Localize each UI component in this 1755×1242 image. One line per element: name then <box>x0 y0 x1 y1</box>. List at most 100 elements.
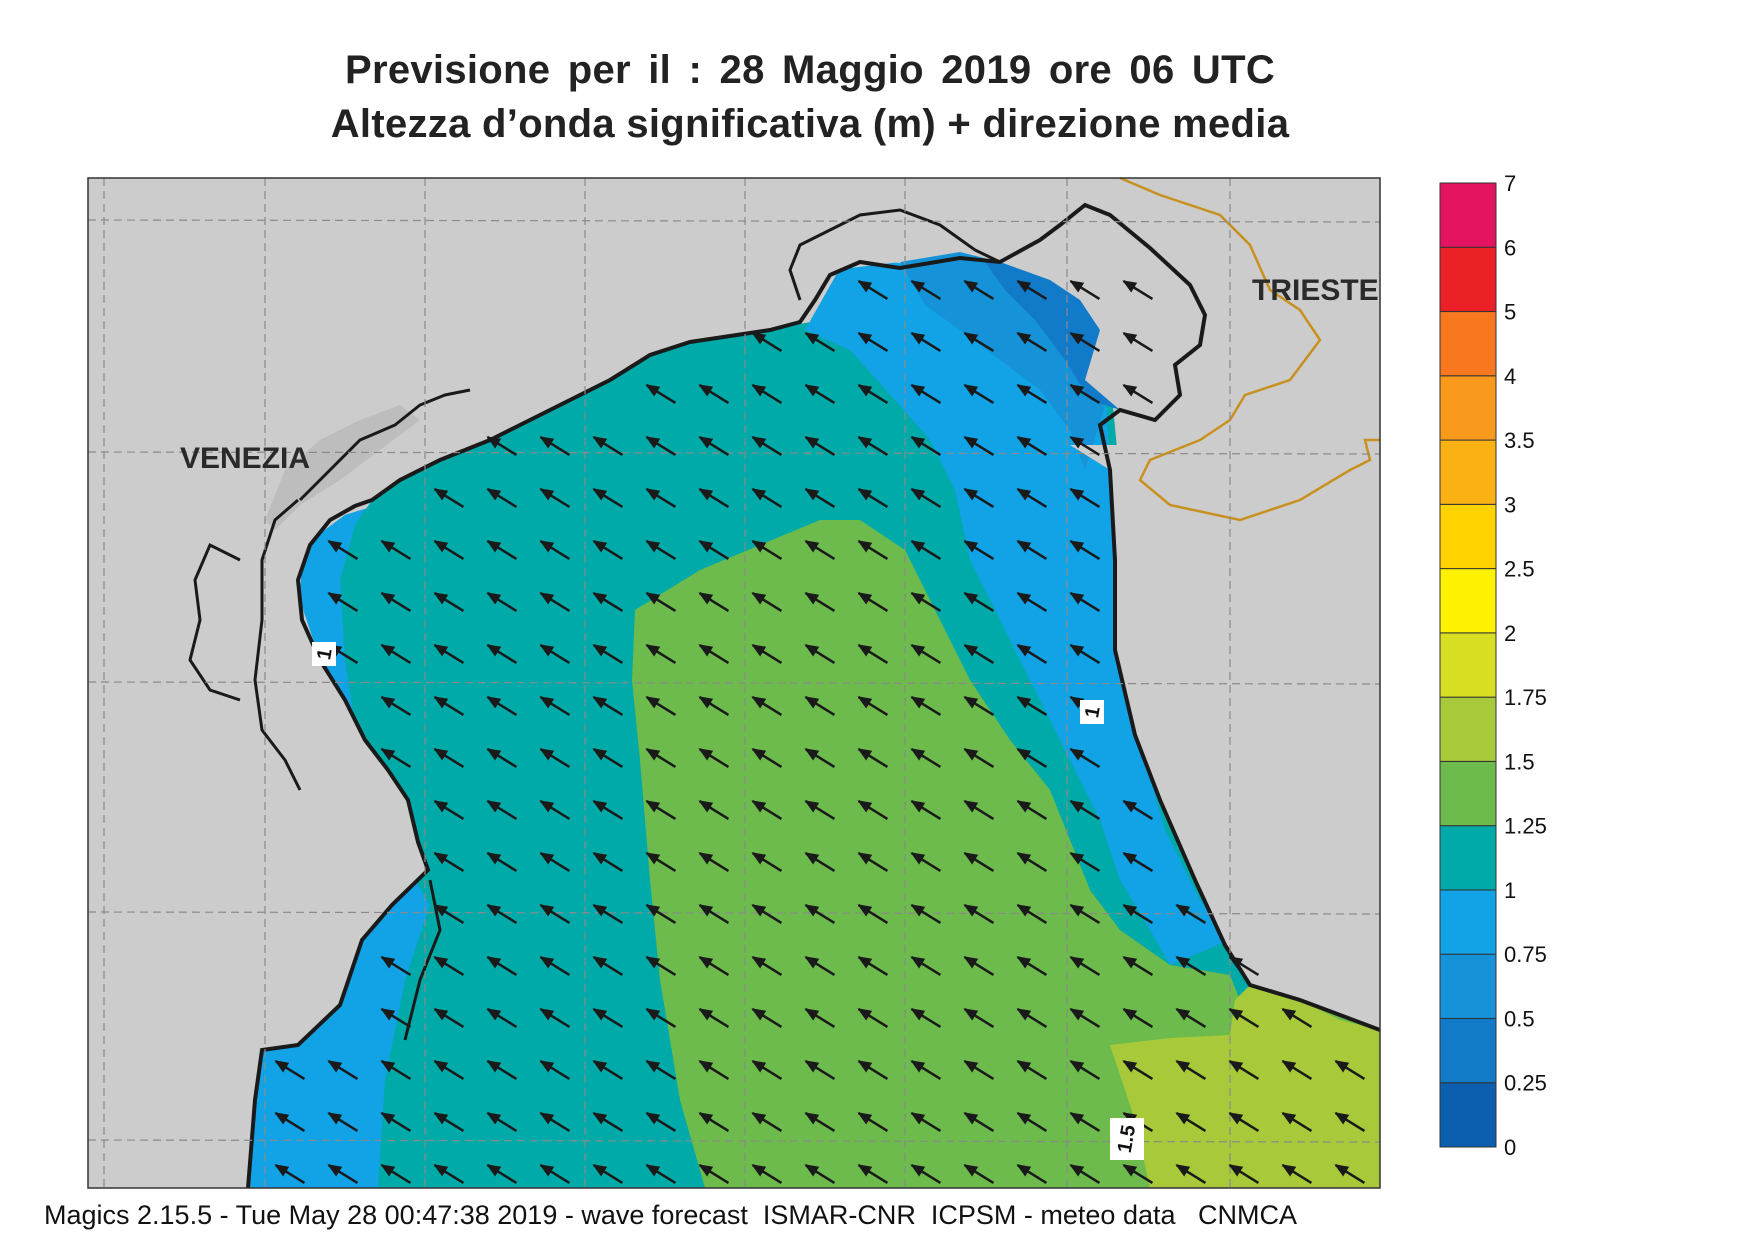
wave-arrow-head <box>486 1008 502 1021</box>
wave-arrow-head <box>698 592 714 605</box>
colorbar-swatch <box>1439 311 1497 377</box>
colorbar-tick-label: 1.75 <box>1504 685 1547 710</box>
wave-arrow-head <box>1016 592 1032 605</box>
wave-arrow-head <box>645 384 661 397</box>
wave-arrow-head <box>751 1112 767 1125</box>
wave-arrow-head <box>804 592 820 605</box>
wave-arrow-head <box>751 540 767 553</box>
wave-arrow-head <box>539 436 555 449</box>
wave-arrow-head <box>380 1008 396 1021</box>
north-lagoons-outline <box>788 208 1001 301</box>
wave-arrow-head <box>751 644 767 657</box>
wave-arrow-head <box>963 644 979 657</box>
wave-arrow-head <box>1016 956 1032 969</box>
wave-arrow-head <box>751 332 767 345</box>
wave-arrow-head <box>804 904 820 917</box>
wave-arrow-head <box>1016 1112 1032 1125</box>
wave-arrow-head <box>698 956 714 969</box>
wave-arrow-head <box>645 436 661 449</box>
wave-arrow-head <box>804 1008 820 1021</box>
wave-arrow-head <box>486 904 502 917</box>
wave-arrow-head <box>804 332 820 345</box>
wave-arrow-head <box>1281 1164 1297 1177</box>
wave-arrow-head <box>433 904 449 917</box>
colorbar-tick-label: 4 <box>1504 364 1516 389</box>
wave-arrow-head <box>698 748 714 761</box>
wave-arrow-head <box>539 644 555 657</box>
city-label-venezia: VENEZIA <box>180 442 310 475</box>
wave-arrow-head <box>433 800 449 813</box>
wave-arrow-head <box>910 644 926 657</box>
wave-arrow-head <box>1069 540 1085 553</box>
wave-arrow-head <box>857 696 873 709</box>
sea-zone-0.75-1 <box>248 500 430 1188</box>
wave-arrow-head <box>1175 1164 1191 1177</box>
wave-arrow-head <box>910 384 926 397</box>
wave-arrow-head <box>698 644 714 657</box>
wave-arrow-head <box>486 1164 502 1177</box>
wave-arrow-head <box>433 1112 449 1125</box>
sea-zone-1.5-1.75 <box>1110 985 1380 1188</box>
wave-arrow-head <box>380 540 396 553</box>
land-venice-lagoon <box>88 178 810 1188</box>
isoline-label: 1 <box>1080 700 1105 724</box>
colorbar-swatch <box>1439 760 1497 827</box>
wave-arrow-head <box>592 1164 608 1177</box>
wave-arrow-head <box>645 592 661 605</box>
wave-arrow-head <box>698 540 714 553</box>
venice-lagoon-shade <box>265 405 420 530</box>
svg-text:1: 1 <box>1081 705 1105 720</box>
colorbar-swatch <box>1439 953 1497 1019</box>
colorbar-swatch <box>1439 889 1497 955</box>
wave-arrow-head <box>433 696 449 709</box>
map-title: Previsione per il : 28 Maggio 2019 ore 0… <box>344 48 1276 92</box>
wave-arrow-head <box>857 540 873 553</box>
wave-arrow-head <box>1122 1060 1138 1073</box>
wave-arrow-head <box>645 904 661 917</box>
wave-arrow-head <box>1069 592 1085 605</box>
wave-arrow-head <box>1122 852 1138 865</box>
colorbar-tick-label: 0.25 <box>1504 1071 1547 1096</box>
wave-arrow-head <box>751 748 767 761</box>
wave-arrow-head <box>645 800 661 813</box>
wave-arrow-head <box>645 1112 661 1125</box>
wave-arrow-head <box>1228 956 1244 969</box>
map-subtitle: Altezza d’onda significativa (m) + direz… <box>330 102 1290 146</box>
svg-text:1: 1 <box>313 647 337 662</box>
wave-arrow-head <box>1175 904 1191 917</box>
wave-arrow-head <box>1016 1164 1032 1177</box>
wave-arrow-head <box>1069 800 1085 813</box>
wave-arrow-head <box>592 904 608 917</box>
wave-arrow-head <box>698 1164 714 1177</box>
wave-arrow-head <box>486 748 502 761</box>
wave-arrow-head <box>804 384 820 397</box>
wave-arrow-head <box>486 852 502 865</box>
wave-arrow-head <box>1228 1164 1244 1177</box>
wave-arrow-head <box>751 696 767 709</box>
wave-arrow-head <box>910 1008 926 1021</box>
wave-arrow-head <box>645 852 661 865</box>
wave-arrow-head <box>963 436 979 449</box>
wave-arrow-head <box>486 800 502 813</box>
wave-arrow-head <box>1281 1060 1297 1073</box>
wave-arrow-head <box>804 540 820 553</box>
wave-arrow-head <box>645 956 661 969</box>
colorbar-swatch <box>1439 696 1497 762</box>
wave-arrow-head <box>1016 280 1032 293</box>
wave-arrow-head <box>1069 1164 1085 1177</box>
wave-arrow-head <box>1016 436 1032 449</box>
wave-arrow-head <box>645 696 661 709</box>
wave-arrow-head <box>592 436 608 449</box>
colorbar-swatch <box>1439 1082 1497 1148</box>
wave-arrow-head <box>857 748 873 761</box>
wave-arrow-head <box>910 696 926 709</box>
wave-arrow-head <box>698 488 714 501</box>
wave-arrow-head <box>592 748 608 761</box>
wave-arrow-head <box>592 852 608 865</box>
wave-arrow-head <box>592 696 608 709</box>
wave-arrow-head <box>963 1164 979 1177</box>
wave-arrow-head <box>910 904 926 917</box>
wave-arrow-head <box>1122 1164 1138 1177</box>
wave-arrow-head <box>857 488 873 501</box>
